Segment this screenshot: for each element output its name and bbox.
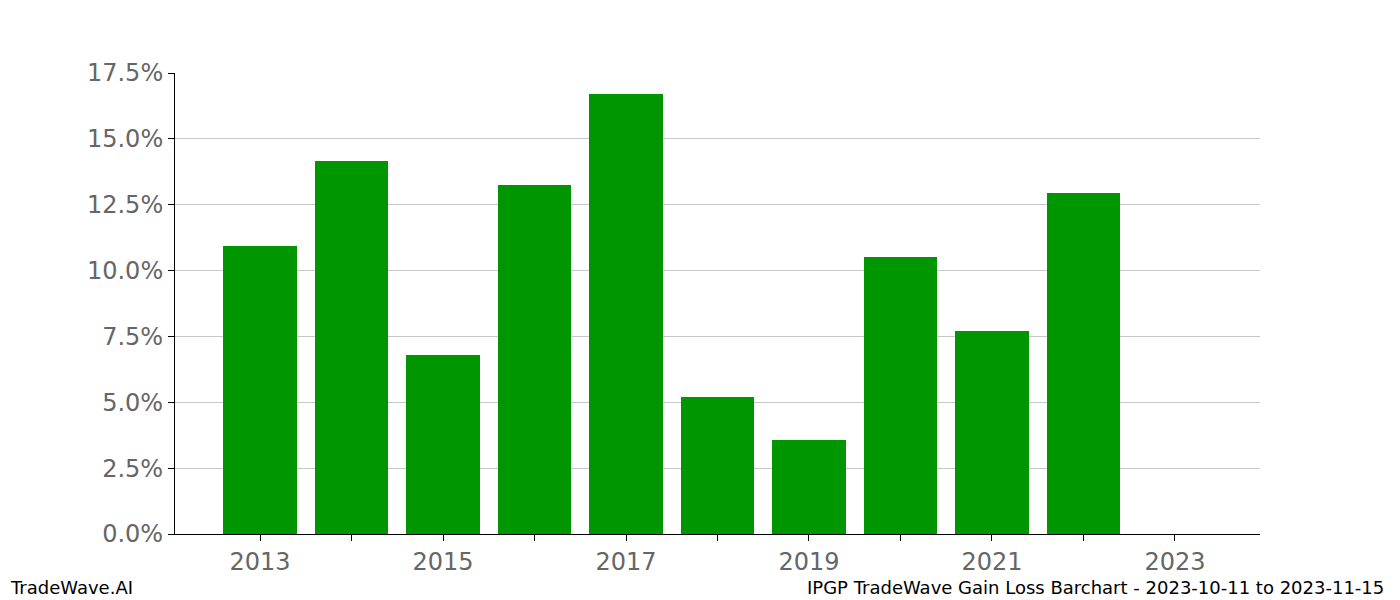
svg-text:12.5%: 12.5% xyxy=(87,191,163,219)
svg-text:2023: 2023 xyxy=(1144,548,1205,576)
svg-text:0.0%: 0.0% xyxy=(102,520,163,548)
svg-text:IPGP TradeWave Gain Loss Barch: IPGP TradeWave Gain Loss Barchart - 2023… xyxy=(807,577,1384,598)
svg-text:2019: 2019 xyxy=(778,548,839,576)
svg-text:2.5%: 2.5% xyxy=(102,455,163,483)
svg-text:2015: 2015 xyxy=(413,548,474,576)
svg-text:7.5%: 7.5% xyxy=(102,323,163,351)
svg-text:2017: 2017 xyxy=(595,548,656,576)
svg-text:15.0%: 15.0% xyxy=(87,125,163,153)
svg-text:2013: 2013 xyxy=(230,548,291,576)
svg-text:5.0%: 5.0% xyxy=(102,389,163,417)
svg-text:2021: 2021 xyxy=(961,548,1022,576)
svg-text:TradeWave.AI: TradeWave.AI xyxy=(10,577,133,598)
svg-text:17.5%: 17.5% xyxy=(87,59,163,87)
svg-text:10.0%: 10.0% xyxy=(87,257,163,285)
